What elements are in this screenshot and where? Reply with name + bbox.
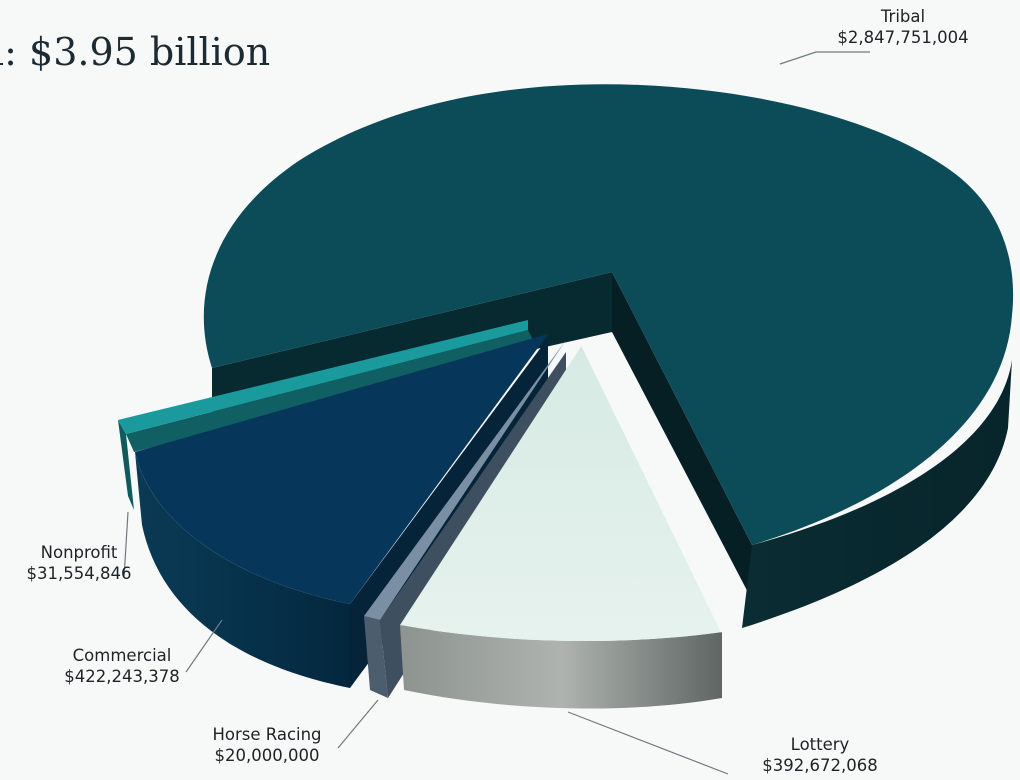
label-commercial-name: Commercial <box>72 646 172 665</box>
leader-line-nonprofit <box>123 511 129 579</box>
slice-horse-racing-top <box>364 340 566 620</box>
leader-line-horse-racing <box>337 699 379 749</box>
slice-lottery-side <box>400 625 722 709</box>
slice-nonprofit <box>118 320 536 510</box>
label-lottery-name: Lottery <box>790 735 850 754</box>
slice-lottery <box>400 344 723 709</box>
label-commercial: Commercial $422,243,378 <box>52 645 192 687</box>
slice-nonprofit-side <box>118 420 134 510</box>
leader-lines <box>123 51 870 775</box>
label-horse-racing-name: Horse Racing <box>212 725 322 744</box>
slice-horse-racing-side <box>364 616 388 698</box>
slice-lottery-top <box>400 345 722 642</box>
leader-line-tribal <box>779 51 870 65</box>
label-tribal-name: Tribal <box>880 7 926 26</box>
label-tribal-value: $2,847,751,004 <box>837 28 969 47</box>
label-lottery-value: $392,672,068 <box>762 756 878 775</box>
label-nonprofit: Nonprofit $31,554,846 <box>14 542 144 584</box>
label-horse-racing: Horse Racing $20,000,000 <box>192 724 342 766</box>
slice-commercial-top <box>135 334 548 604</box>
slice-tribal-inner-wall-right <box>612 272 752 600</box>
label-horse-racing-value: $20,000,000 <box>214 746 320 765</box>
slice-nonprofit-top <box>118 320 528 434</box>
label-lottery: Lottery $392,672,068 <box>745 734 895 776</box>
slice-tribal-side <box>742 360 1012 628</box>
label-tribal: Tribal $2,847,751,004 <box>818 6 988 48</box>
slice-commercial-side <box>135 452 350 688</box>
leader-line-lottery <box>567 711 729 775</box>
label-nonprofit-value: $31,554,846 <box>26 564 132 583</box>
slice-tribal-top <box>203 84 1014 546</box>
chart-subtitle: l: $3.95 billion <box>0 30 271 74</box>
leader-line-commercial <box>185 619 223 673</box>
label-commercial-value: $422,243,378 <box>64 667 180 686</box>
label-nonprofit-name: Nonprofit <box>40 543 118 562</box>
slice-lottery-edge <box>581 344 723 633</box>
slice-nonprofit-wall <box>126 330 536 452</box>
